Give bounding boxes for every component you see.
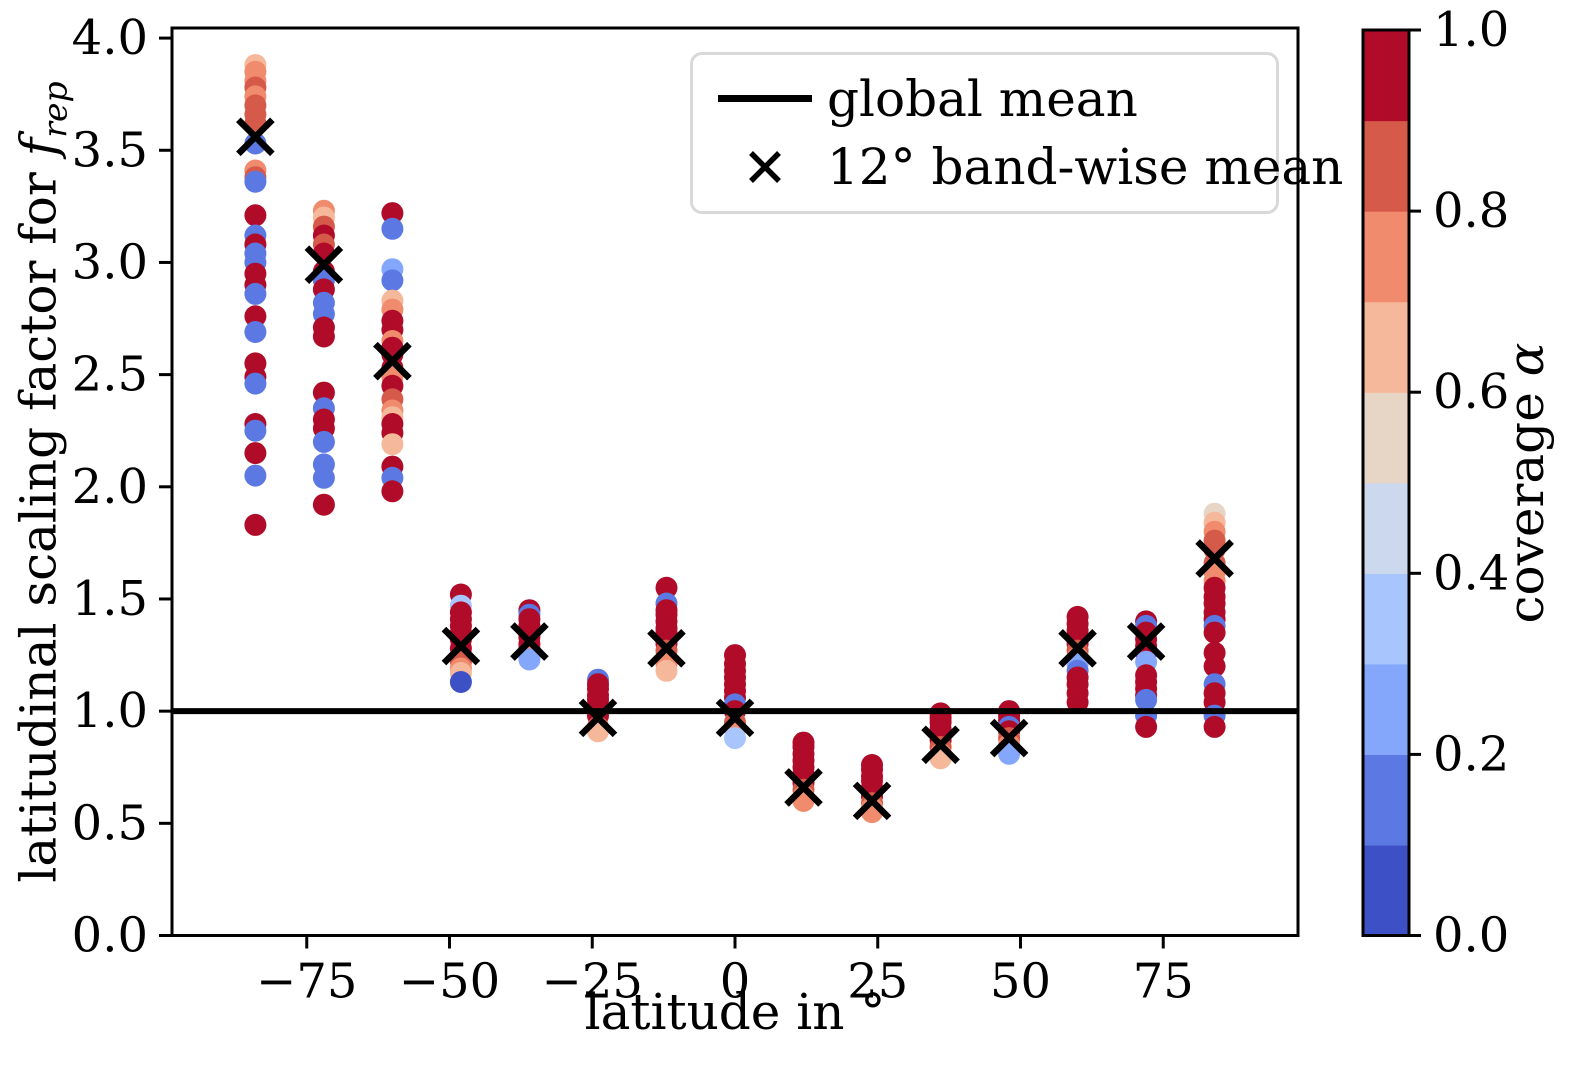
y-axis-label: latitudinal scaling factor for frep: [8, 0, 74, 1017]
y-tick-label: 2.0: [72, 459, 148, 515]
x-tick-label: −25: [542, 954, 643, 1010]
y-tick-label: 2.5: [72, 347, 148, 403]
y-tick-label: 3.5: [72, 122, 148, 178]
y-axis-label-math-f: f: [9, 137, 67, 157]
x-tick-label: −75: [256, 954, 357, 1010]
colorbar-frame: [1361, 28, 1411, 937]
bandwise-mean-markers: [236, 117, 1234, 821]
x-axis-label: latitude in °: [385, 982, 1085, 1042]
colorbar-segment: [1363, 120, 1409, 212]
colorbar-tick-label: 1.0: [1433, 2, 1509, 58]
y-tick-label: 4.0: [72, 10, 148, 66]
x-marker: [510, 622, 549, 661]
y-axis-ticks: 0.0 0.5 1.0 1.5 2.0 2.5 3.0 3.5 4.0: [72, 10, 172, 964]
legend-line-marker: [693, 95, 827, 103]
colorbar-segment: [1363, 844, 1409, 937]
x-marker: [304, 245, 344, 284]
global-mean-line-swatch: [718, 95, 812, 103]
legend: global mean 12° band-wise mean: [690, 52, 1343, 214]
colorbar-tick-label: 0.0: [1433, 908, 1509, 964]
y-axis-label-text: latitudinal scaling factor for: [9, 156, 67, 883]
y-tick-label: 0.0: [72, 908, 148, 964]
legend-label-global-mean: global mean: [827, 69, 1138, 128]
x-marker: [236, 117, 275, 157]
x-tick-label: −50: [399, 954, 500, 1010]
x-marker: [373, 341, 412, 381]
colorbar-segment: [1363, 211, 1409, 303]
colorbar-label: coverage α: [1495, 183, 1557, 783]
colorbar-tick-label: 0.8: [1433, 183, 1509, 239]
colorbar-tick-label: 0.4: [1433, 545, 1509, 601]
colorbar-segment: [1363, 301, 1409, 393]
colorbar-segment: [1363, 663, 1409, 755]
legend-x-marker: [693, 145, 827, 189]
x-marker: [989, 718, 1029, 758]
x-marker: [715, 698, 755, 738]
x-marker: [852, 781, 892, 821]
y-tick-label: 1.0: [72, 683, 148, 739]
x-axis-ticks: −75 −50 −25 0 25 50 75: [256, 935, 1194, 1010]
x-tick-label: 50: [990, 954, 1051, 1010]
legend-label-bandwise-mean: 12° band-wise mean: [827, 138, 1344, 197]
colorbar-label-text: coverage: [1497, 376, 1555, 624]
y-tick-label: 0.5: [72, 795, 148, 851]
colorbar-segment: [1363, 30, 1409, 122]
x-marker: [578, 698, 618, 738]
x-axis-label-text: latitude in °: [584, 983, 886, 1041]
legend-item-global-mean: global mean: [693, 70, 1276, 128]
colorbar-segment: [1363, 392, 1409, 484]
x-tick-label: 0: [720, 954, 751, 1010]
colorbar-tick-label: 0.6: [1433, 364, 1509, 420]
x-tick-label: 25: [847, 954, 908, 1010]
colorbar-segment: [1363, 573, 1409, 665]
colorbar-segment: [1363, 482, 1409, 574]
legend-item-bandwise-mean: 12° band-wise mean: [693, 138, 1343, 196]
colorbar-segment: [1363, 754, 1409, 846]
x-marker: [1195, 539, 1234, 578]
x-marker: [921, 725, 960, 765]
x-marker-icon: [749, 151, 781, 184]
x-marker: [1126, 622, 1166, 661]
y-tick-label: 3.0: [72, 234, 148, 290]
x-marker: [441, 626, 481, 666]
x-marker: [784, 768, 823, 807]
x-tick-label: 75: [1133, 954, 1194, 1010]
colorbar-label-alpha: α: [1497, 342, 1555, 377]
colorbar-tick-label: 0.2: [1433, 726, 1509, 782]
x-marker: [647, 629, 686, 668]
colorbar: 0.0 0.2 0.4 0.6 0.8 1.0: [1361, 2, 1509, 964]
x-marker: [1058, 629, 1097, 668]
y-tick-label: 1.5: [72, 571, 148, 627]
y-axis-label-subscript: rep: [35, 81, 74, 138]
